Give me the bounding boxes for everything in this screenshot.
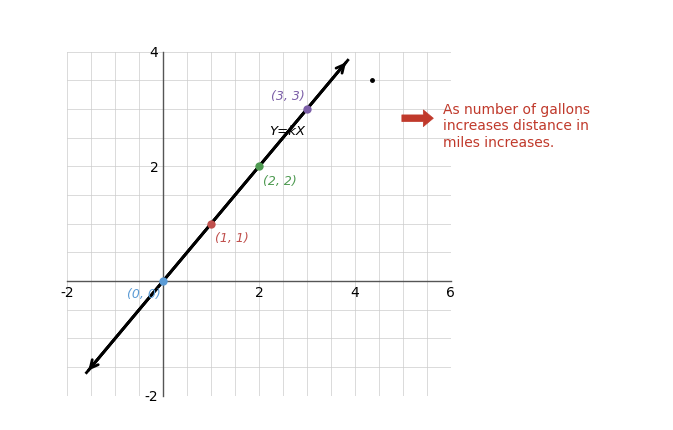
Text: (0, 0): (0, 0) [127,288,161,301]
Text: (2, 2): (2, 2) [263,175,297,187]
Text: As number of gallons
increases distance in
miles increases.: As number of gallons increases distance … [443,103,590,150]
Text: (3, 3): (3, 3) [271,90,305,103]
Text: Y=kX: Y=kX [269,125,305,138]
Text: (1, 1): (1, 1) [215,232,249,245]
